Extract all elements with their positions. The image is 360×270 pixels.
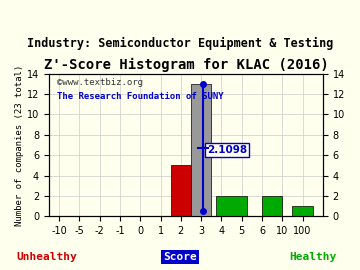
Title: Z'-Score Histogram for KLAC (2016): Z'-Score Histogram for KLAC (2016) <box>44 58 328 72</box>
Text: Score: Score <box>163 252 197 262</box>
Bar <box>262 196 282 216</box>
Bar <box>216 196 247 216</box>
Text: 2.1098: 2.1098 <box>207 145 247 155</box>
Text: Industry: Semiconductor Equipment & Testing: Industry: Semiconductor Equipment & Test… <box>27 36 333 49</box>
Bar <box>191 84 211 216</box>
Text: Unhealthy: Unhealthy <box>17 252 77 262</box>
Text: The Research Foundation of SUNY: The Research Foundation of SUNY <box>57 92 224 101</box>
Y-axis label: Number of companies (23 total): Number of companies (23 total) <box>15 64 24 225</box>
Text: Healthy: Healthy <box>289 252 337 262</box>
Bar <box>292 206 313 216</box>
Text: ©www.textbiz.org: ©www.textbiz.org <box>57 78 143 87</box>
Bar <box>171 165 191 216</box>
